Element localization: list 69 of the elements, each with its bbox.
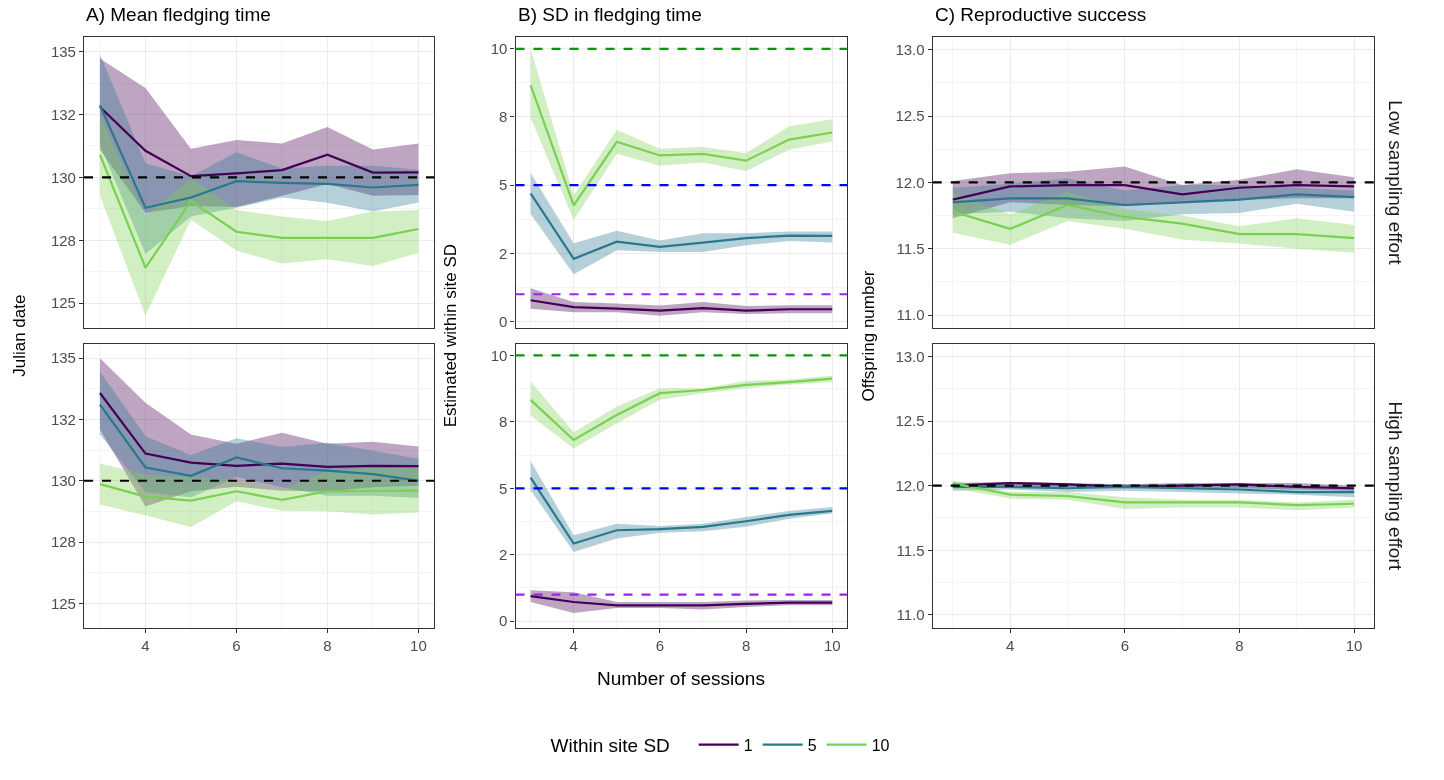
x-tick-label: 8 — [323, 636, 332, 654]
line-series — [951, 203, 1356, 240]
y-tick-label: 12.5 — [895, 107, 925, 125]
x-tick-label: 8 — [741, 636, 751, 654]
y-tick-label: 125 — [50, 294, 76, 312]
x-tick-label: 4 — [141, 636, 150, 654]
y-tick-label: 128 — [50, 533, 76, 551]
y-tick-label: 12.0 — [895, 173, 925, 191]
y-tick-label: 130 — [50, 471, 76, 489]
line-series — [529, 595, 834, 607]
y-tick-label: 132 — [50, 410, 76, 428]
x-tick-label: 10 — [1345, 636, 1363, 654]
y-tick-label: 2 — [499, 545, 508, 563]
text: Low sampling effort — [1384, 100, 1406, 266]
y-axis-title: Estimated within site SD — [441, 243, 461, 428]
line-series — [529, 476, 834, 545]
legend-label: 5 — [807, 736, 817, 754]
y-tick-label: 135 — [50, 42, 76, 60]
x-tick-label: 6 — [655, 636, 665, 654]
text: High sampling effort — [1384, 401, 1406, 571]
y-tick-label: 13.0 — [895, 347, 925, 365]
line-series — [529, 192, 834, 260]
y-tick-label: 0 — [499, 312, 508, 330]
legend-label: 1 — [743, 736, 753, 754]
x-tick-label: 6 — [232, 636, 241, 654]
y-tick-label: 128 — [50, 231, 76, 249]
x-tick-label: 10 — [823, 636, 841, 654]
line-series — [98, 105, 420, 178]
legend-label: 10 — [871, 736, 890, 754]
y-tick-label: 13.0 — [895, 41, 925, 59]
chart-title: A) Mean fledging time — [86, 4, 271, 25]
y-tick-label: 12.0 — [895, 476, 925, 494]
line-series — [529, 299, 834, 312]
legend-title: Within site SD — [550, 735, 686, 757]
y-tick-label: 8 — [499, 108, 508, 126]
x-tick-label: 8 — [1235, 636, 1244, 654]
x-tick-label: 10 — [410, 636, 427, 654]
y-tick-label: 2 — [499, 244, 508, 262]
line-series — [98, 403, 420, 482]
y-tick-label: 5 — [499, 176, 508, 194]
y-axis-title: Julian date — [9, 294, 29, 377]
y-tick-label: 135 — [50, 349, 76, 367]
x-tick-label: 4 — [569, 636, 578, 654]
chart-title: B) SD in fledging time — [518, 4, 702, 25]
line-series — [951, 193, 1356, 207]
x-axis-title: Number of sessions — [597, 668, 765, 689]
y-tick-label: 10 — [490, 40, 508, 58]
line-series — [98, 153, 420, 269]
y-axis-title: Offspring number — [858, 270, 878, 402]
y-tick-label: 125 — [50, 594, 76, 612]
y-tick-label: 130 — [50, 168, 76, 186]
y-tick-label: 8 — [499, 413, 508, 431]
chart-title: C) Reproductive success — [935, 4, 1147, 25]
y-tick-label: 10 — [490, 346, 508, 364]
y-tick-label: 5 — [499, 479, 508, 497]
y-tick-label: 11.0 — [896, 306, 925, 324]
line-series — [98, 483, 420, 502]
line-series — [98, 104, 420, 209]
y-tick-label: 12.5 — [895, 412, 925, 430]
y-tick-label: 0 — [499, 612, 508, 630]
y-tick-label: 132 — [50, 105, 76, 123]
y-tick-label: 11.0 — [896, 606, 925, 624]
y-tick-label: 11.5 — [896, 541, 925, 559]
line-series — [98, 391, 420, 468]
y-tick-label: 11.5 — [896, 240, 925, 258]
line-series — [951, 184, 1356, 201]
line-series — [529, 83, 834, 207]
x-tick-label: 6 — [1120, 636, 1129, 654]
x-tick-label: 4 — [1005, 636, 1015, 654]
